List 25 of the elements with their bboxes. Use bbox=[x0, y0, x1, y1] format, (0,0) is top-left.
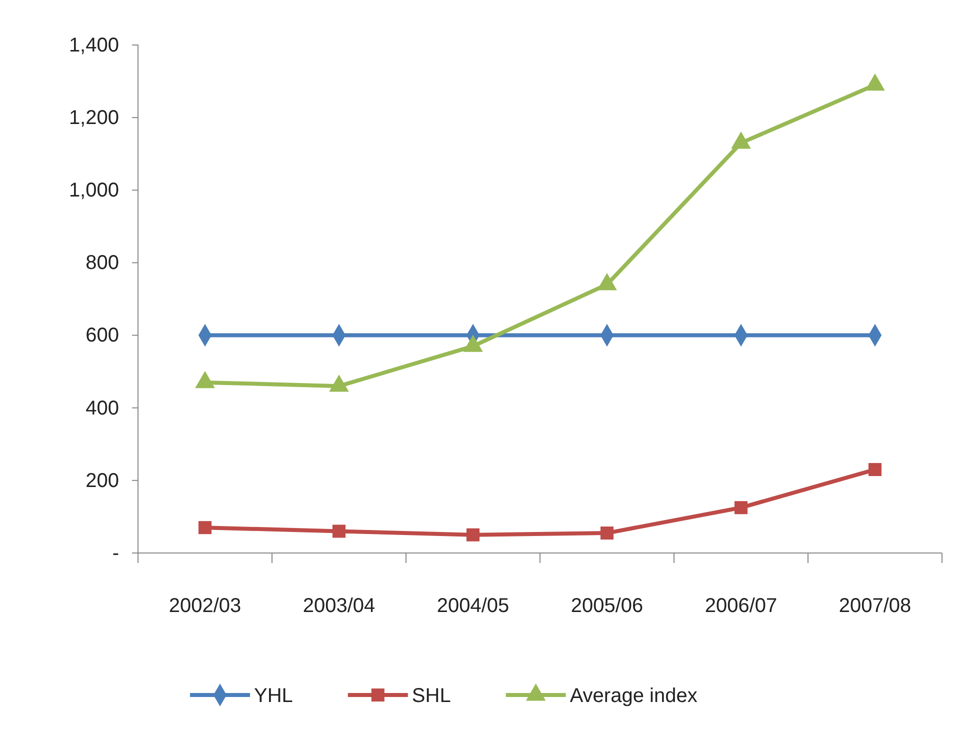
point bbox=[865, 73, 885, 91]
x-tick-label: 2002/03 bbox=[168, 595, 242, 618]
legend-label: SHL bbox=[412, 685, 451, 707]
x-tick-label: 2006/07 bbox=[704, 595, 778, 618]
y-tick-label: 1,200 bbox=[68, 106, 119, 129]
y-tick-label: 1,000 bbox=[68, 180, 119, 202]
y-tick-label: 600 bbox=[86, 324, 119, 347]
point bbox=[731, 132, 751, 149]
x-tick-label: 2007/08 bbox=[838, 595, 912, 618]
point bbox=[466, 528, 480, 542]
y-tick-label: 800 bbox=[86, 252, 119, 274]
y-tick-label: - bbox=[112, 542, 119, 564]
legend-label: YHL bbox=[254, 685, 293, 707]
y-tick-label: 1,400 bbox=[68, 34, 119, 56]
x-tick-label: 2003/04 bbox=[302, 595, 376, 618]
point bbox=[734, 501, 748, 514]
point bbox=[332, 524, 346, 538]
y-tick-label: 400 bbox=[86, 397, 119, 420]
point bbox=[198, 521, 212, 534]
x-tick-label: 2005/06 bbox=[570, 595, 644, 618]
point bbox=[868, 463, 882, 476]
legend-label: Average index bbox=[570, 685, 698, 707]
x-tick-label: 2004/05 bbox=[436, 595, 510, 618]
point bbox=[600, 526, 614, 540]
y-tick-label: 200 bbox=[86, 470, 119, 492]
